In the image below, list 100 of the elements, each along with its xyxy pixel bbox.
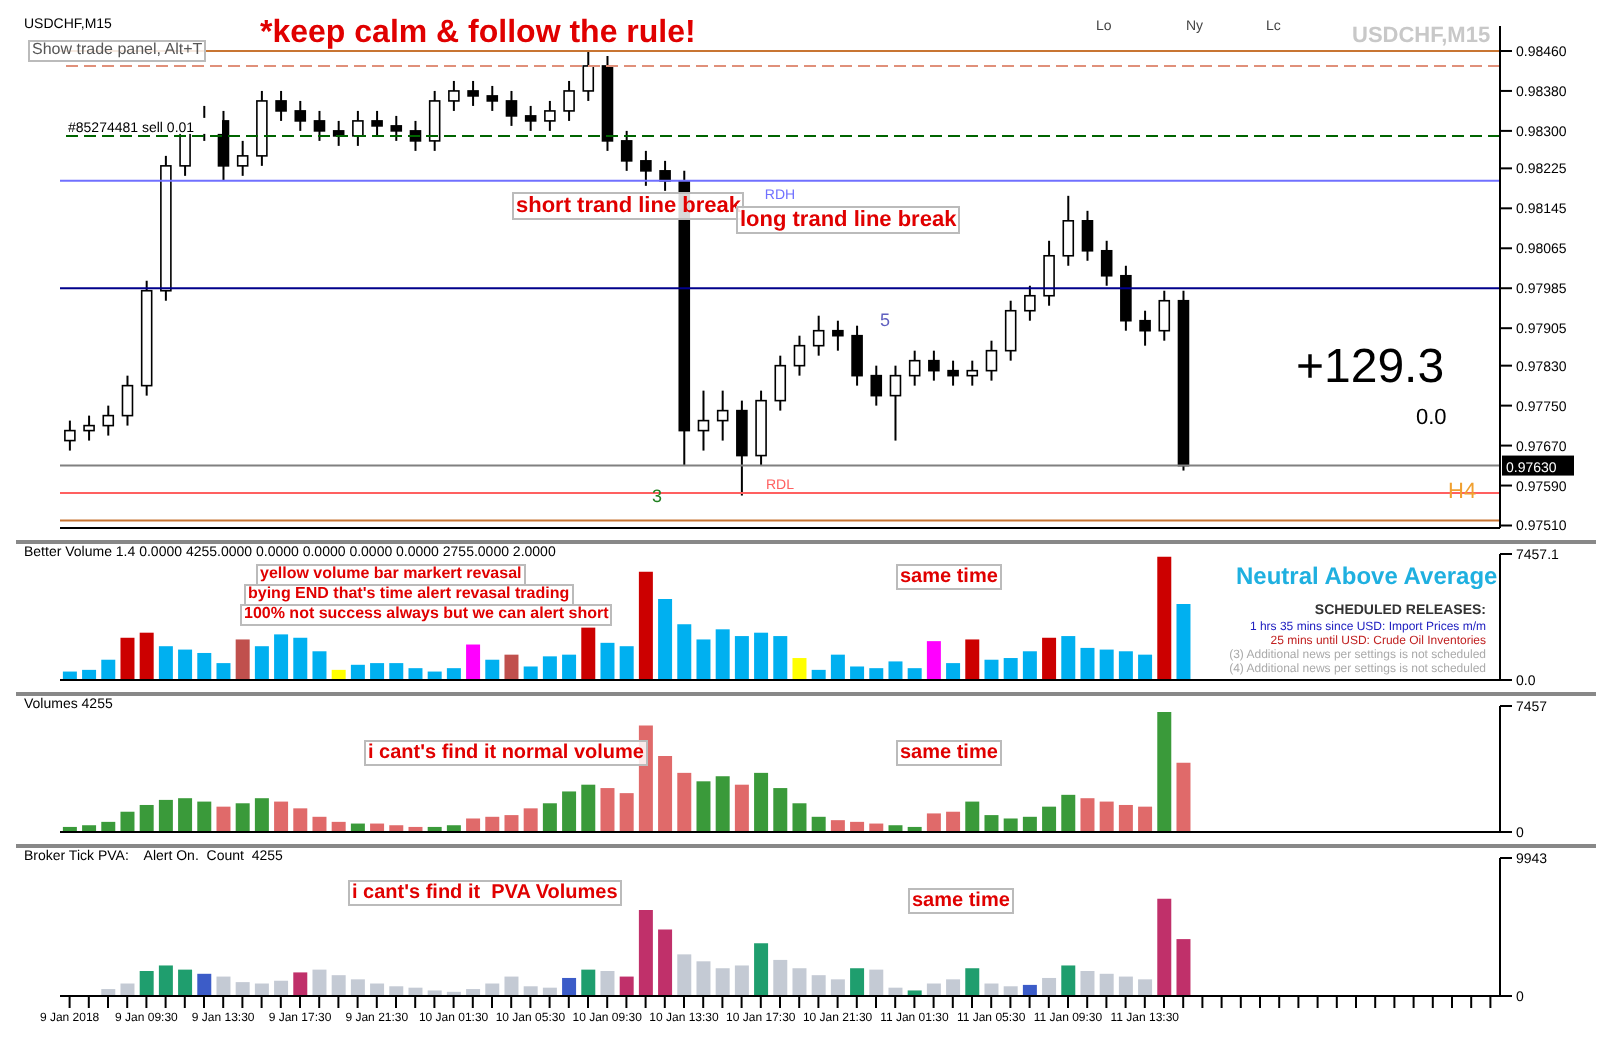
bar [1080,798,1095,832]
bar [427,990,442,996]
candlestick [659,159,671,192]
candlestick [448,79,460,112]
candlestick [870,364,883,407]
bar [850,968,865,996]
annotation: +129.3 [1296,340,1445,395]
bar [235,803,250,832]
bar [139,804,154,832]
bar [581,627,596,680]
bar [830,979,845,996]
bar [754,772,769,832]
bar [158,799,173,832]
bar [1099,801,1114,832]
bar [754,943,769,996]
annotation: Show trade panel, Alt+T [28,40,207,62]
bar [600,788,615,832]
bar [485,659,500,680]
bar [600,971,615,996]
annotation: yellow volume bar markert revasal [256,564,526,586]
candlestick [736,399,748,497]
annotation: bying END that's time alert revasal trading [244,584,574,606]
bar [178,969,193,996]
bar [178,649,193,680]
bar [888,661,903,680]
bar [1138,979,1153,996]
bar [120,811,135,832]
bar [1003,986,1018,996]
bar [120,637,135,680]
candlestick [371,109,383,137]
candlestick [582,49,595,102]
bar [1003,658,1018,680]
bar [734,636,749,680]
bar [907,668,922,680]
annotation: long trand line break [736,206,961,235]
bar [1157,898,1172,996]
candlestick [505,89,518,127]
bar [235,982,250,996]
bar [638,571,653,680]
bar [197,973,212,996]
bar [216,806,231,832]
bar [562,977,577,996]
bar [293,808,308,832]
candlestick [467,79,479,107]
bar [139,971,154,996]
candlestick [275,89,287,122]
bar [965,968,980,996]
bar [1042,977,1057,996]
candlestick [390,114,403,142]
bar [504,815,519,832]
candlestick [1043,239,1055,307]
candlestick [1158,289,1171,342]
bar [158,965,173,996]
bar [389,986,404,996]
bar [562,791,577,832]
bar [331,975,346,996]
candlestick [563,79,575,122]
candlestick [812,314,825,357]
bar [466,644,481,680]
annotation: Neutral Above Average [1236,562,1498,591]
candlestick [716,389,729,442]
bar [523,808,538,832]
bar [1061,965,1076,996]
annotation: same time [896,740,1002,766]
bar [1099,973,1114,996]
bar [139,632,154,680]
annotation: i cant's find it normal volume [364,740,648,766]
candlestick [697,389,710,452]
bar [754,632,769,680]
candlestick [793,334,806,377]
bar [1176,762,1191,832]
bar [696,781,711,832]
bar [638,909,653,996]
bar [946,979,961,996]
bar [235,639,250,680]
bar [850,666,865,680]
bar [408,668,423,680]
bar [696,639,711,680]
bar [101,659,116,680]
bar [1003,818,1018,832]
bar [773,636,788,680]
bar [965,639,980,680]
bar [197,652,212,680]
bar [830,654,845,680]
bar [293,637,308,680]
bar [581,784,596,832]
bar [677,772,692,832]
bar [562,654,577,680]
bar [1176,603,1191,680]
bar [1118,804,1133,832]
bar [216,976,231,996]
candlestick [774,354,787,412]
bar [178,798,193,832]
bar [1022,651,1037,680]
bar [274,801,289,832]
bar [197,801,212,832]
bar [734,784,749,832]
candlestick [620,129,633,172]
bar [158,646,173,680]
candlestick [966,359,979,387]
